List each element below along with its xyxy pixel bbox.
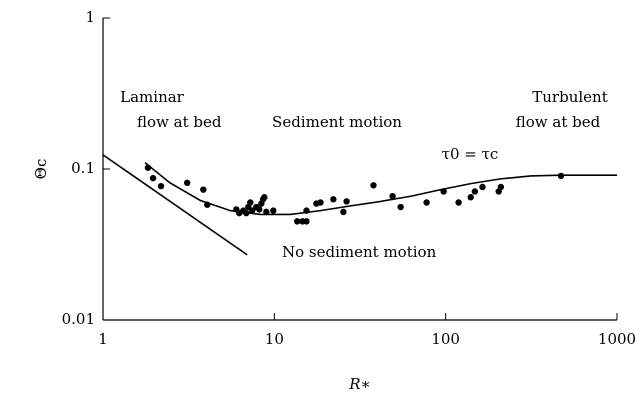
data-point: [467, 194, 474, 201]
x-tick-label: 100: [431, 330, 460, 348]
y-tick-label: 0.1: [71, 159, 95, 177]
data-point: [317, 199, 324, 206]
x-axis-label: R∗: [348, 375, 371, 393]
y-tick-label: 1: [85, 8, 95, 26]
curve: [144, 162, 617, 216]
data-point: [479, 183, 486, 191]
annotation: Turbulent: [532, 88, 607, 106]
data-point: [303, 218, 310, 225]
data-point: [249, 207, 256, 214]
data-point: [455, 199, 462, 206]
data-point: [157, 182, 165, 190]
x-tick-label: 1: [98, 330, 108, 348]
data-point: [330, 196, 337, 203]
data-point: [497, 183, 505, 191]
data-point: [200, 186, 207, 193]
data-point: [397, 203, 404, 211]
x-tick-label: 10: [265, 330, 284, 348]
data-point: [370, 182, 377, 189]
data-point: [261, 194, 268, 201]
data-point: [270, 207, 277, 214]
x-tick-label: 1000: [598, 330, 635, 348]
annotation: flow at bed: [516, 113, 601, 131]
data-point: [389, 193, 396, 200]
data-point: [343, 198, 350, 205]
data-point: [183, 179, 191, 187]
annotation: Sediment motion: [272, 113, 402, 131]
data-point: [247, 199, 254, 206]
data-point: [423, 199, 430, 206]
data-point: [340, 208, 347, 216]
annotation: Laminar: [120, 88, 185, 106]
annotation: τ0 = τc: [442, 145, 499, 163]
y-axis-label: Θc: [32, 159, 50, 180]
curve: [102, 154, 248, 256]
data-point: [149, 174, 157, 182]
data-point: [256, 206, 263, 213]
y-tick-label: 0.01: [62, 310, 95, 328]
data-point: [263, 208, 270, 216]
data-point: [471, 188, 479, 195]
annotation: No sediment motion: [282, 243, 437, 261]
annotation: flow at bed: [137, 113, 222, 131]
data-point: [294, 218, 301, 225]
